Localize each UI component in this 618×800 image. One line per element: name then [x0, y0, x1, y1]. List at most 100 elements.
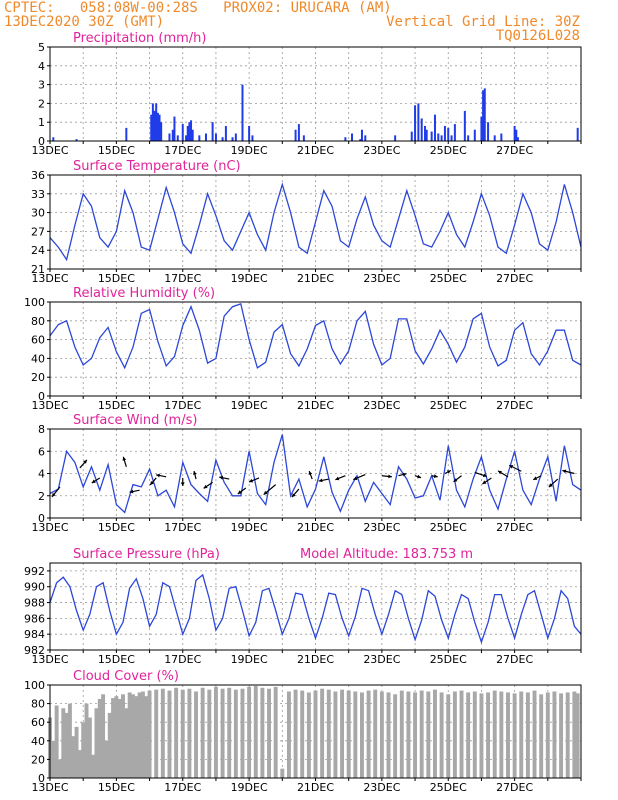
precip-bar [186, 125, 189, 141]
cloud-bar [525, 692, 530, 778]
wind-arrow-head [150, 481, 154, 485]
run-date: 13DEC2020 30Z (GMT) [4, 14, 165, 30]
chart-panel-4 [47, 562, 582, 653]
cloud-bar [413, 692, 418, 778]
chart-panel-1 [47, 174, 582, 272]
y-tick-label: 100 [24, 679, 45, 692]
cloud-bar [137, 692, 142, 778]
x-tick-label: 23DEC [363, 653, 400, 666]
cloud-bar [532, 690, 537, 778]
cloud-bar [160, 688, 165, 778]
precip-bar [467, 135, 470, 141]
precip-bar [437, 133, 440, 141]
x-tick-label: 21DEC [297, 653, 334, 666]
cloud-bar [373, 689, 378, 778]
precip-bar [364, 135, 367, 141]
cloud-bar [253, 685, 258, 778]
y-tick-label: 40 [31, 352, 45, 365]
cloud-bar [313, 690, 318, 778]
y-tick-label: 0 [38, 772, 45, 785]
x-tick-label: 19DEC [231, 653, 268, 666]
y-tick-label: 21 [31, 263, 45, 276]
y-tick-label: 27 [31, 225, 45, 238]
x-tick-label: 25DEC [430, 781, 467, 794]
precip-bar [359, 139, 362, 141]
x-tick-label: 17DEC [164, 272, 201, 285]
x-tick-label: 13DEC [31, 144, 68, 157]
precip-bar [241, 84, 244, 141]
panel-title: Surface Temperature (nC) [73, 159, 241, 174]
cloud-bar [499, 691, 504, 778]
precip-bar [156, 112, 159, 141]
panel-title: Surface Pressure (hPa) [73, 547, 220, 562]
precip-bar [297, 124, 300, 141]
run-id: TQ0126L028 [495, 28, 580, 44]
y-tick-label: 6 [38, 445, 45, 458]
cloud-bar [121, 694, 125, 778]
precip-bar [360, 129, 363, 141]
cloud-bar [346, 690, 351, 778]
wind-arrow-head [446, 470, 451, 474]
panel-title: Relative Humidity (%) [73, 286, 215, 301]
cloud-bar [280, 768, 285, 778]
cloud-bar [187, 688, 192, 778]
cloud-bar [512, 693, 517, 778]
cloud-bar [81, 722, 86, 778]
precip-bar [493, 135, 496, 141]
x-tick-label: 25DEC [430, 653, 467, 666]
cloud-bar [57, 759, 62, 778]
x-tick-label: 17DEC [164, 781, 201, 794]
x-tick-label: 27DEC [496, 272, 533, 285]
x-tick-label: 15DEC [98, 521, 135, 534]
x-tick-label: 23DEC [363, 144, 400, 157]
precip-bar [576, 127, 579, 141]
cloud-bar [247, 686, 252, 778]
precip-bar [483, 88, 486, 141]
wind-arrow-head [129, 489, 134, 494]
x-tick-label: 21DEC [297, 521, 334, 534]
precip-bar [158, 114, 161, 141]
y-tick-label: 0 [38, 135, 45, 148]
chart-panel-5 [47, 684, 582, 781]
precip-bar [417, 103, 420, 141]
wind-arrow-head [219, 475, 223, 480]
cloud-bar [379, 691, 384, 778]
x-tick-label: 17DEC [164, 521, 201, 534]
x-tick-label: 21DEC [297, 144, 334, 157]
cloud-bar [386, 692, 391, 778]
cloud-bar [71, 736, 76, 778]
cloud-bar [200, 687, 205, 778]
precip-bar [351, 133, 354, 141]
wind-arrow-head [180, 482, 185, 486]
y-tick-label: 5 [38, 41, 45, 54]
cloud-bar [131, 694, 135, 778]
y-tick-label: 986 [24, 612, 45, 625]
y-tick-label: 40 [31, 735, 45, 748]
x-tick-label: 23DEC [363, 781, 400, 794]
cloud-bar [486, 692, 491, 778]
cloud-bar [419, 690, 424, 778]
precip-bar [190, 120, 193, 141]
y-tick-label: 0 [38, 512, 45, 525]
cloud-bar [104, 740, 109, 778]
cloud-bar [54, 705, 59, 778]
cloud-bar [114, 696, 119, 778]
wind-arrow-head [91, 479, 96, 483]
precip-bar [52, 137, 55, 141]
cloud-bar [207, 689, 212, 778]
precip-bar [482, 90, 485, 141]
wind-arrow-head [237, 490, 242, 494]
cloud-bar [61, 708, 66, 778]
cloud-bar [320, 688, 325, 778]
precip-bar [191, 129, 194, 141]
cloud-bar [273, 686, 278, 778]
cloud-bar [519, 691, 524, 778]
precip-bar [171, 129, 174, 141]
wind-arrow-head [318, 478, 323, 483]
y-tick-label: 1 [38, 116, 45, 129]
cloud-bar [260, 687, 265, 778]
cloud-bar [406, 691, 411, 778]
cloud-bar [446, 694, 451, 778]
cloud-bar [559, 693, 564, 778]
cloud-bar [333, 691, 338, 778]
